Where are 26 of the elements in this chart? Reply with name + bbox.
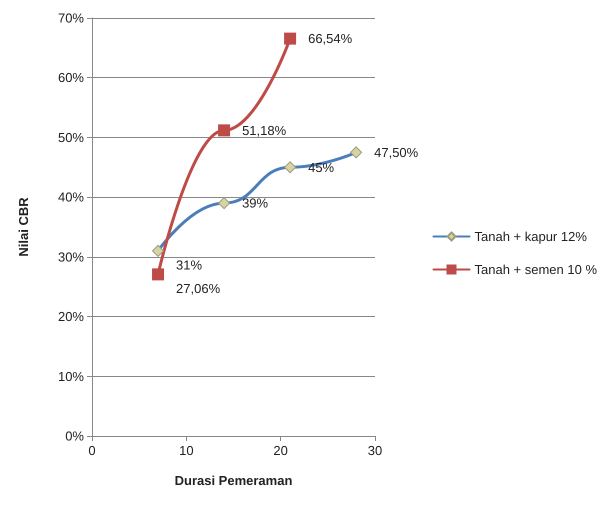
point <box>284 32 296 45</box>
data-label: 27,06% <box>176 280 221 296</box>
x-tick-label: 10 <box>179 443 194 458</box>
x-axis-title: Durasi Pemeraman <box>174 473 292 488</box>
y-axis-title: Nilai CBR <box>16 196 31 257</box>
y-tick-label: 10% <box>58 368 84 384</box>
data-label: 39% <box>242 196 269 211</box>
data-label: 47,50% <box>374 144 419 160</box>
y-tick-label: 50% <box>58 130 84 145</box>
data-label: 31% <box>176 257 202 272</box>
y-tick-label: 60% <box>58 70 84 86</box>
y-tick-label: 0% <box>65 428 84 444</box>
y-tick-label: 30% <box>58 249 84 264</box>
y-tick-label: 70% <box>58 10 84 26</box>
y-tick-label: 20% <box>58 309 84 324</box>
data-label: 51,18% <box>242 122 287 138</box>
data-label: 45% <box>308 160 335 175</box>
x-tick-label: 30 <box>368 443 382 458</box>
x-tick-label: 0 <box>88 443 96 458</box>
legend-label: Tanah + kapur 12% <box>474 229 588 244</box>
data-label: 66,54% <box>308 31 353 46</box>
y-tick-label: 40% <box>58 190 84 205</box>
legend-label: Tanah + semen 10 % <box>474 262 598 277</box>
x-tick-label: 20 <box>273 443 288 458</box>
point <box>218 124 230 136</box>
point <box>152 268 164 280</box>
